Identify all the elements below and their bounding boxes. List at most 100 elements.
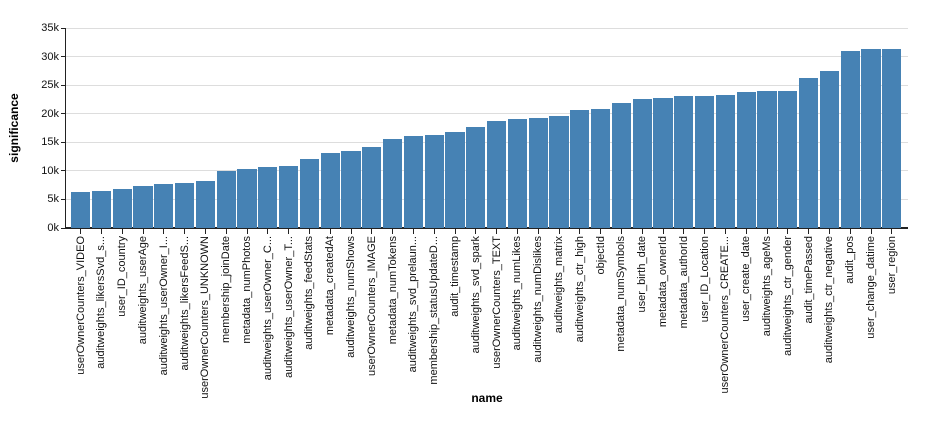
bar: [819, 70, 840, 228]
x-axis-tick: [475, 229, 477, 234]
x-axis-tick-label: auditweights_svd_spark: [469, 236, 482, 354]
x-axis-tick: [620, 229, 622, 234]
x-axis-tick: [163, 229, 165, 234]
bar: [133, 186, 153, 228]
x-axis-tick: [80, 229, 82, 234]
x-axis-tick-label: metadata_numTokens: [386, 236, 399, 345]
bar: [778, 90, 798, 228]
x-axis-tick-label: auditweights_matrix: [553, 236, 566, 334]
bar: [424, 134, 444, 228]
x-axis-tick-label: objectId: [594, 236, 607, 275]
x-axis-tick: [142, 229, 144, 234]
bar: [216, 170, 236, 228]
bar: [71, 192, 91, 228]
x-axis-tick-label: auditweights_userOwner_I...: [157, 236, 170, 376]
bar: [445, 132, 465, 228]
y-axis-tick: [61, 56, 66, 58]
x-axis-tick: [787, 229, 789, 234]
x-axis-tick: [766, 229, 768, 234]
x-axis-tick-label: auditweights_svd_prelaun...: [407, 236, 420, 373]
y-axis-tick: [61, 141, 66, 143]
bar: [341, 151, 361, 228]
gridline: [66, 56, 908, 58]
x-axis-tick: [537, 229, 539, 234]
y-axis-tick-label: 20k: [41, 107, 59, 120]
x-axis-tick: [849, 229, 851, 234]
x-axis-tick-label: user_region: [885, 236, 898, 295]
bar: [570, 110, 590, 228]
bar: [653, 98, 673, 228]
x-axis-tick: [392, 229, 394, 234]
y-axis-tick-label: 15k: [41, 136, 59, 149]
x-axis-tick: [704, 229, 706, 234]
bar: [112, 188, 132, 228]
x-axis-tick-label: auditweights_numLikes: [511, 236, 524, 351]
x-axis-tick-label: user_ID_country: [116, 236, 129, 317]
x-axis-tick-label: membership_statusUpdateD...: [428, 236, 441, 385]
x-axis-tick-label: auditweights_feedStats: [303, 236, 316, 350]
bar: [882, 48, 902, 228]
gridline: [66, 84, 908, 86]
x-axis-tick-label: userOwnerCounters_CREATE...: [719, 236, 732, 394]
x-axis-tick-label: auditweights_ageMs: [761, 236, 774, 337]
x-axis-tick: [600, 229, 602, 234]
y-axis-tick-label: 25k: [41, 79, 59, 92]
bar: [237, 169, 257, 228]
x-axis-tick-label: user_birth_date: [636, 236, 649, 313]
x-axis-tick: [433, 229, 435, 234]
bar: [528, 118, 548, 228]
bar: [299, 158, 320, 228]
x-axis-tick: [350, 229, 352, 234]
x-axis-tick: [225, 229, 227, 234]
x-axis-tick-label: auditweights_numDislikes: [532, 236, 545, 363]
bar: [861, 49, 881, 228]
x-axis-tick-label: auditweights_ctr_high: [573, 236, 586, 343]
bar: [91, 190, 112, 228]
x-axis-tick: [558, 229, 560, 234]
x-axis-tick-label: auditweights_userAge: [137, 236, 150, 345]
y-axis-tick-label: 0k: [47, 222, 59, 234]
bar: [466, 126, 486, 228]
bar: [279, 165, 299, 228]
y-axis-tick: [61, 227, 66, 229]
x-axis-tick: [579, 229, 581, 234]
x-axis-tick-label: metadata_createdAt: [324, 236, 337, 336]
x-axis-tick-label: userOwnerCounters_IMAGE: [365, 236, 378, 376]
bar: [632, 98, 652, 228]
x-axis-tick-label: userOwnerCounters_TEXT: [490, 236, 503, 369]
y-axis-tick-label: 10k: [41, 164, 59, 177]
x-axis-tick-label: auditweights_numShows: [345, 236, 358, 358]
x-axis-tick: [870, 229, 872, 234]
bar: [799, 77, 819, 228]
x-axis-tick-label: audit_timePassed: [802, 236, 815, 324]
bar: [611, 103, 632, 228]
x-axis-tick-label: auditweights_ctr_gender: [781, 236, 794, 356]
y-axis-tick-label: 5k: [47, 193, 59, 206]
x-axis-tick: [724, 229, 726, 234]
x-axis-tick: [662, 229, 664, 234]
y-axis-tick: [61, 84, 66, 86]
y-axis-tick: [61, 113, 66, 115]
bar: [674, 96, 694, 228]
bar: [383, 138, 403, 228]
x-axis-tick-label: audit_timestamp: [449, 236, 462, 317]
x-axis-tick-label: user_change_datime: [865, 236, 878, 339]
x-axis-tick: [891, 229, 893, 234]
x-axis-tick: [329, 229, 331, 234]
x-axis-tick-label: metadata_authorId: [677, 236, 690, 329]
x-axis-line: [65, 227, 908, 229]
gridline: [66, 27, 908, 29]
x-axis-tick-label: auditweights_ctr_negative: [823, 236, 836, 364]
bar: [362, 146, 382, 228]
bar: [195, 181, 216, 228]
x-axis-tick-label: userOwnerCounters_UNKNOWN: [199, 236, 212, 399]
x-axis-tick-label: auditweights_userOwner_T...: [282, 236, 295, 378]
x-axis-tick: [496, 229, 498, 234]
gridline: [66, 113, 908, 115]
bar: [757, 90, 777, 228]
x-axis-tick: [454, 229, 456, 234]
x-axis-tick: [641, 229, 643, 234]
bar: [507, 118, 528, 228]
